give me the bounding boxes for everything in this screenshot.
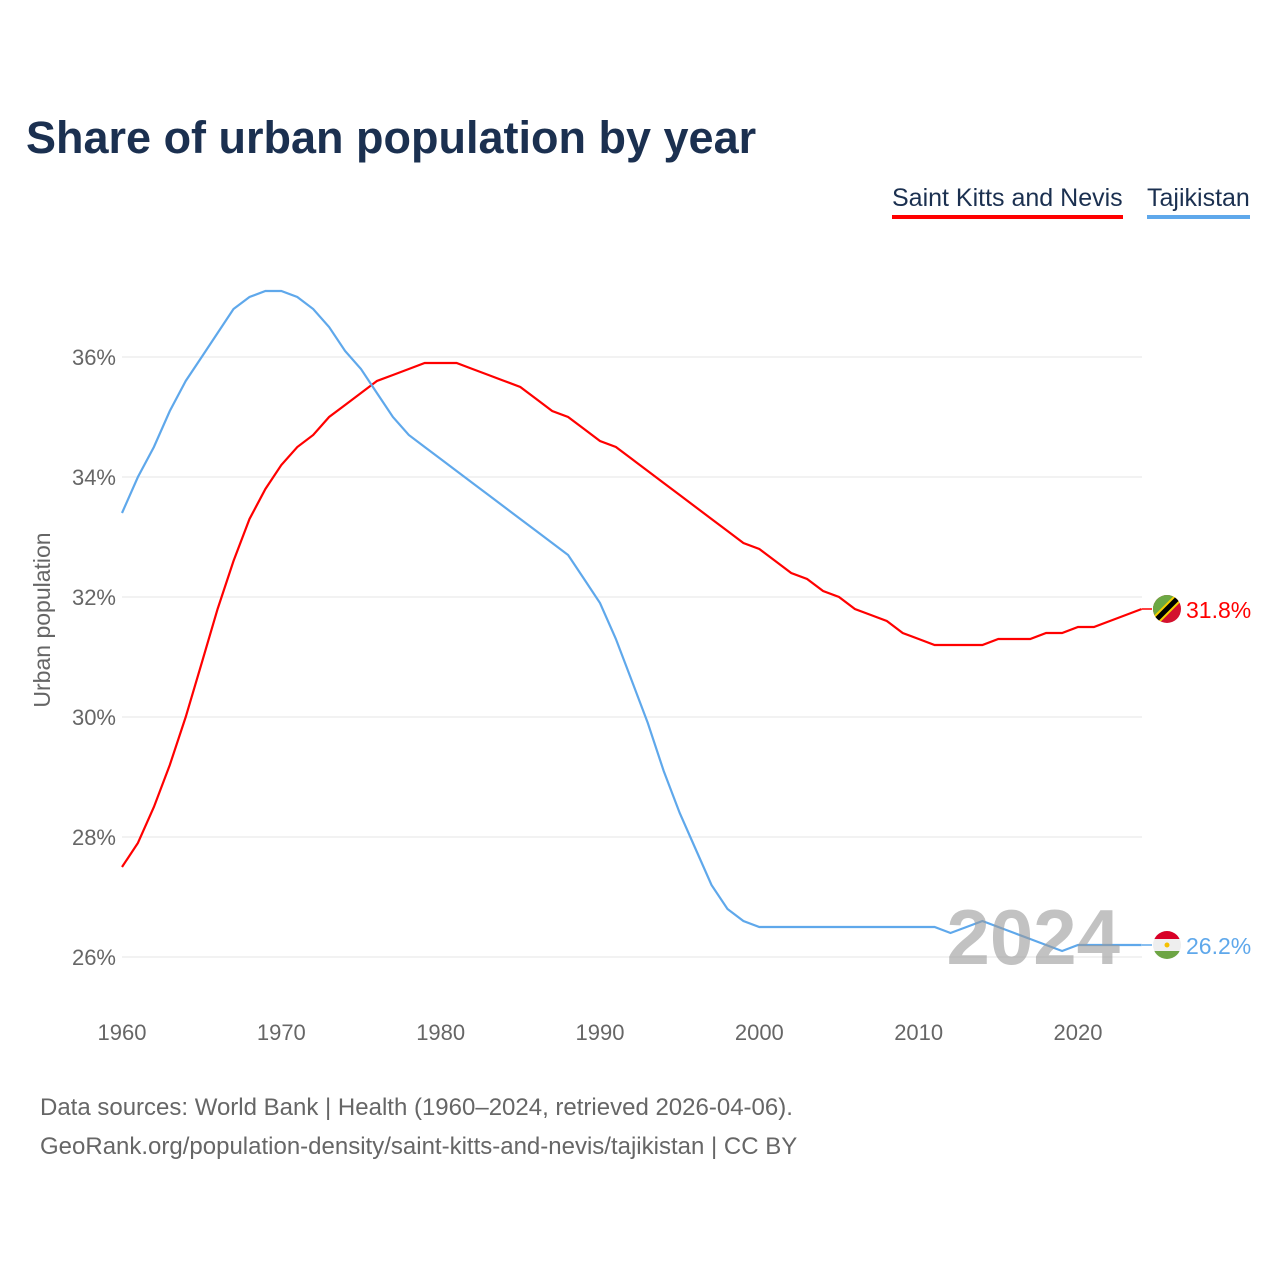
end-value-label: 26.2% xyxy=(1186,933,1251,959)
y-tick-label: 34% xyxy=(72,465,116,490)
legend-tajikistan[interactable]: Tajikistan xyxy=(1147,184,1250,219)
series-line-tajikistan xyxy=(120,289,1142,953)
x-tick-label: 2000 xyxy=(735,1020,784,1045)
y-tick-label: 36% xyxy=(72,345,116,370)
y-axis-label: Urban population xyxy=(29,532,55,707)
y-tick-label: 26% xyxy=(72,945,116,970)
x-tick-label: 2010 xyxy=(894,1020,943,1045)
year-watermark: 2024 xyxy=(946,893,1120,981)
legend-saint-kitts-and-nevis[interactable]: Saint Kitts and Nevis xyxy=(892,184,1123,219)
flag-tajikistan-icon xyxy=(1153,931,1181,959)
flag-saint-kitts-and-nevis-icon xyxy=(1153,595,1181,623)
y-tick-label: 30% xyxy=(72,705,116,730)
x-tick-label: 2020 xyxy=(1054,1020,1103,1045)
x-tick-label: 1990 xyxy=(576,1020,625,1045)
x-tick-label: 1960 xyxy=(98,1020,147,1045)
footer: Data sources: World Bank | Health (1960–… xyxy=(40,1088,797,1166)
footer-link[interactable]: GeoRank.org/population-density/saint-kit… xyxy=(40,1133,798,1160)
x-tick-label: 1980 xyxy=(416,1020,465,1045)
series-line-saint-kitts-and-nevis xyxy=(121,361,1143,868)
y-tick-label: 28% xyxy=(72,825,116,850)
y-tick-label: 32% xyxy=(72,585,116,610)
chart-title: Share of urban population by year xyxy=(26,112,757,163)
end-value-label: 31.8% xyxy=(1186,597,1251,623)
x-tick-label: 1970 xyxy=(257,1020,306,1045)
footer-sources: Data sources: World Bank | Health (1960–… xyxy=(40,1094,793,1121)
